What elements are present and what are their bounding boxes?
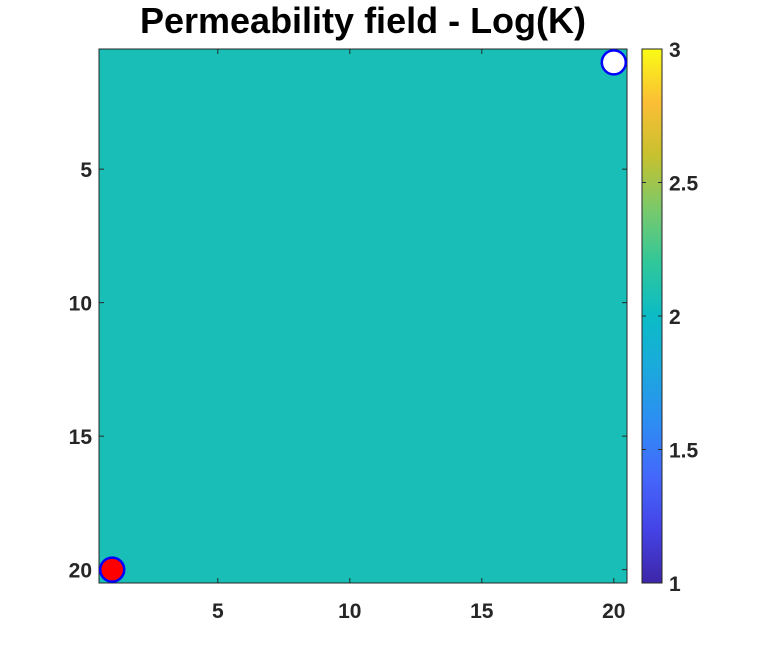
y-tick-label: 15 <box>69 426 93 449</box>
plot-area: 5 10 15 20 5 10 15 20 <box>69 48 628 623</box>
y-tick-label: 5 <box>80 159 92 182</box>
y-axis-ticks: 5 10 15 20 <box>69 159 627 583</box>
colorbar-tick-label: 2 <box>669 306 681 329</box>
chart-title: Permeability field - Log(K) <box>140 0 586 41</box>
colorbar-tick-label: 3 <box>669 39 681 62</box>
colorbar-tick-label: 1 <box>669 573 681 596</box>
colorbar-ticks: 1 1.5 2 2.5 3 <box>642 39 699 596</box>
y-tick-label: 10 <box>69 293 92 316</box>
well-markers <box>98 49 628 583</box>
x-tick-label: 15 <box>470 600 494 623</box>
permeability-field <box>99 49 627 583</box>
y-tick-label: 20 <box>69 560 92 583</box>
x-tick-label: 5 <box>212 600 224 623</box>
x-tick-label: 10 <box>338 600 361 623</box>
producer-marker <box>600 49 628 76</box>
x-tick-label: 20 <box>602 600 625 623</box>
colorbar: 1 1.5 2 2.5 3 <box>641 39 699 596</box>
axes-frame <box>98 48 628 584</box>
colorbar-tick-label: 2.5 <box>669 173 699 196</box>
x-axis-ticks: 5 10 15 20 <box>212 49 625 623</box>
injector-marker <box>98 556 126 583</box>
colorbar-tick-label: 1.5 <box>669 440 699 463</box>
